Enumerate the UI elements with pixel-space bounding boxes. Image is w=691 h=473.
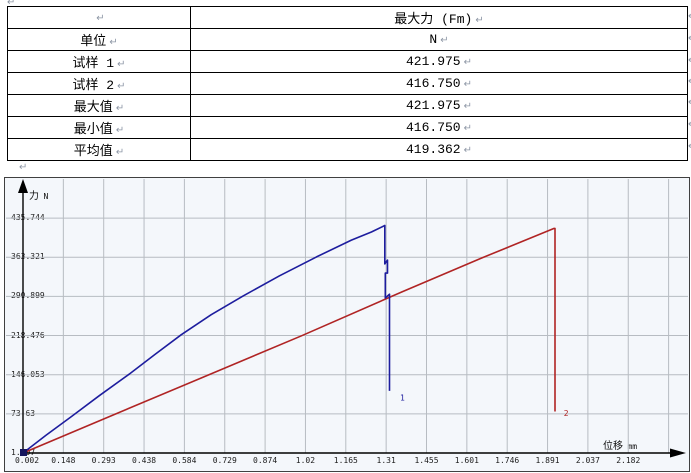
table-row: 单位 ↵ N ↵: [7, 28, 688, 51]
series-end-label: 1: [400, 394, 405, 403]
x-axis-label-text: 位移: [603, 441, 623, 452]
x-tick-label: 1.601: [454, 456, 479, 465]
table-row: 平均值 ↵ 419.362 ↵: [7, 138, 688, 161]
x-tick-label: 0.584: [172, 456, 197, 465]
row-end-mark: ↵: [688, 34, 691, 44]
cell-value: 416.750: [406, 76, 461, 91]
table-row: 最小值 ↵ 416.750 ↵: [7, 116, 688, 139]
cell-value: 419.362: [406, 142, 461, 157]
row-end-mark: ↵: [688, 77, 691, 87]
paragraph-mark: ↵: [463, 57, 472, 68]
table-cell-value[interactable]: 421.975 ↵: [190, 94, 688, 117]
row-label: 单位: [80, 34, 107, 49]
series-curve-试样-1: [22, 224, 391, 454]
paragraph-mark: ↵: [475, 15, 484, 26]
series-curve-试样-2: [22, 227, 556, 454]
y-axis-arrow-icon: [18, 179, 28, 193]
row-end-mark: ↵: [688, 142, 691, 152]
y-axis-unit: N: [43, 192, 49, 201]
paragraph-mark: ↵: [19, 162, 28, 173]
paragraph-mark: ↵: [115, 125, 125, 136]
paragraph-mark: ↵: [115, 103, 125, 114]
table-cell-label[interactable]: 试样 1 ↵: [7, 50, 191, 73]
paragraph-mark: ↵: [117, 81, 126, 92]
x-axis-unit: mm: [627, 442, 638, 451]
table-row: 试样 1 ↵ 421.975 ↵: [7, 50, 688, 73]
paragraph-mark: ↵: [463, 123, 472, 134]
y-axis-label: 力 N: [29, 186, 48, 204]
x-tick-label: 2.037: [575, 456, 600, 465]
table-row: 试样 2 ↵ 416.750 ↵: [7, 72, 688, 95]
row-label: 试样 1: [72, 56, 115, 71]
table-cell-value[interactable]: 419.362 ↵: [190, 138, 688, 161]
force-displacement-chart[interactable]: 力 N 位移 mm 1.20773.63146.053218.476290.89…: [4, 177, 690, 472]
paragraph-mark: ↵: [7, 0, 16, 8]
y-axis-label-text: 力: [29, 191, 39, 202]
y-tick-label: 435.744: [11, 213, 45, 223]
cell-value: 421.975: [406, 98, 461, 113]
paragraph-mark: ↵: [463, 101, 472, 112]
x-tick-label: 0.148: [51, 456, 76, 465]
paragraph-mark: ↵: [109, 37, 118, 48]
table-cell-label[interactable]: 平均值 ↵: [7, 138, 191, 161]
x-tick-label: 1.02: [295, 456, 316, 465]
row-end-mark: ↵: [688, 12, 691, 22]
series-end-label: 2: [564, 409, 569, 418]
row-end-mark: ↵: [688, 56, 691, 66]
x-tick-label: 1.31: [376, 456, 396, 465]
row-end-mark: ↵: [688, 98, 691, 108]
table-cell-value[interactable]: 421.975 ↵: [190, 50, 688, 73]
cell-value: 416.750: [406, 120, 461, 135]
row-label: 最小值: [73, 122, 113, 137]
cell-value: 最大力 (Fm): [394, 12, 473, 27]
x-tick-label: 1.891: [535, 456, 560, 465]
row-label: 试样 2: [72, 78, 115, 93]
table-row: 最大值 ↵ 421.975 ↵: [7, 94, 688, 117]
x-tick-label: 0.002: [14, 456, 40, 465]
x-axis-arrow-icon: [670, 448, 686, 458]
paragraph-mark: ↵: [463, 145, 472, 156]
y-tick-label: 290.899: [11, 291, 45, 301]
x-axis-label: 位移 mm: [603, 436, 637, 454]
paragraph-mark: ↵: [117, 59, 126, 70]
cell-value: 421.975: [406, 54, 461, 69]
table-row: ↵ 最大力 (Fm) ↵: [7, 6, 688, 29]
table-cell-label[interactable]: 最大值 ↵: [7, 94, 191, 117]
paragraph-mark: ↵: [96, 13, 105, 24]
x-tick-label: 2.182: [616, 456, 641, 465]
table-cell-value[interactable]: 416.750 ↵: [190, 72, 688, 95]
table-cell-label[interactable]: 最小值 ↵: [7, 116, 191, 139]
x-tick-label: 1.746: [495, 456, 520, 465]
origin-marker: [20, 449, 27, 456]
table-cell-value[interactable]: 最大力 (Fm) ↵: [190, 6, 688, 29]
row-end-mark: ↵: [688, 120, 691, 130]
cell-value: N: [429, 32, 438, 47]
paragraph-mark: ↵: [115, 147, 125, 158]
row-label: 平均值: [73, 144, 113, 159]
x-tick-label: 0.729: [212, 456, 237, 465]
chart-canvas: 21: [6, 179, 688, 458]
table-cell-value[interactable]: 416.750 ↵: [190, 116, 688, 139]
x-tick-label: 0.293: [91, 456, 116, 465]
y-tick-label: 218.476: [11, 330, 45, 340]
table-cell-label[interactable]: ↵: [7, 6, 191, 29]
x-tick-label: 1.455: [414, 456, 439, 465]
results-table: ↵ 最大力 (Fm) ↵ 单位 ↵ N ↵ 试样 1 ↵ 421.975 ↵ 试样 2 ↵ …: [7, 6, 688, 161]
paragraph-mark: ↵: [440, 35, 449, 46]
row-label: 最大值: [73, 100, 113, 115]
x-tick-label: 1.165: [333, 456, 358, 465]
y-tick-label: 146.053: [11, 369, 45, 379]
x-tick-label: 0.438: [132, 456, 157, 465]
table-cell-label[interactable]: 单位 ↵: [7, 28, 191, 51]
x-tick-label: 0.874: [253, 456, 278, 465]
table-cell-value[interactable]: N ↵: [190, 28, 688, 51]
paragraph-mark: ↵: [463, 79, 472, 90]
table-cell-label[interactable]: 试样 2 ↵: [7, 72, 191, 95]
